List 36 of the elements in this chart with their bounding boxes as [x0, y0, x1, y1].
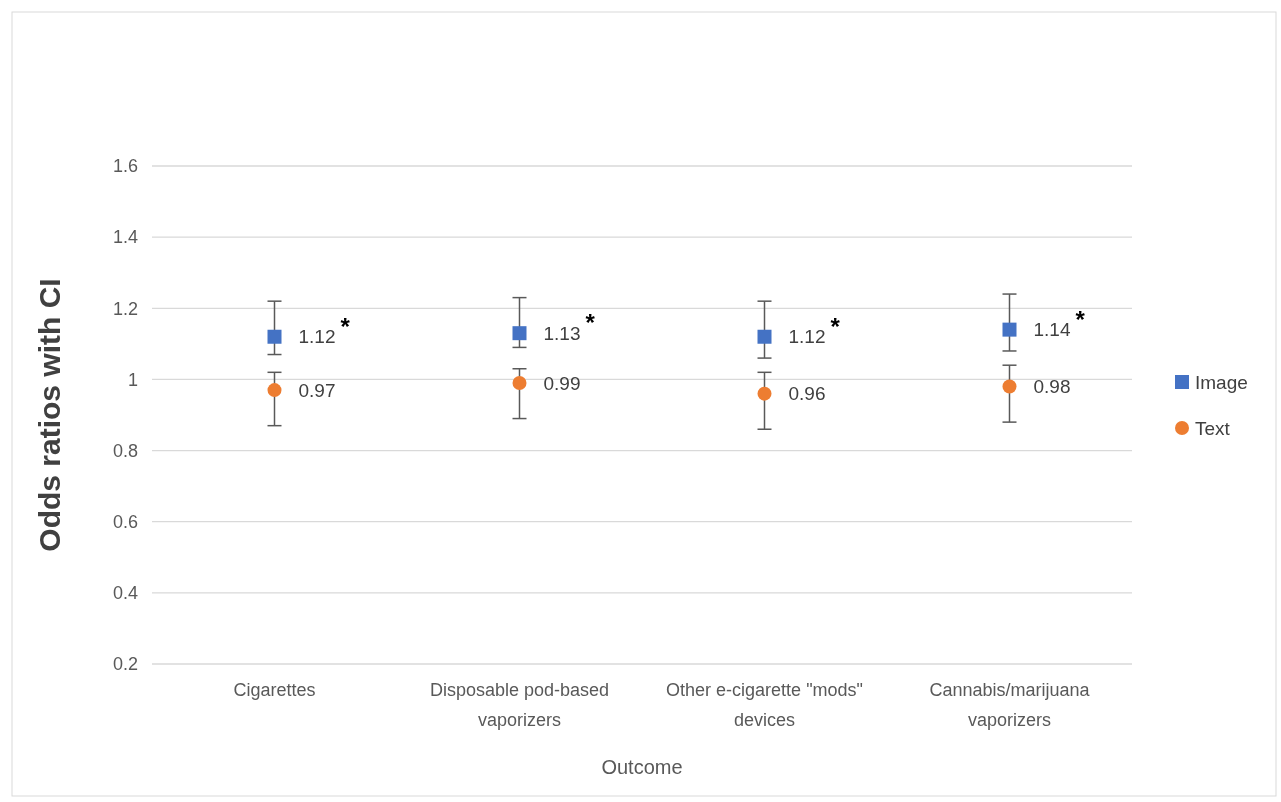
y-tick-label: 0.4 — [112, 583, 138, 604]
point — [757, 386, 772, 401]
annotation: * — [340, 312, 351, 340]
y-tick-label: 1.6 — [112, 156, 138, 177]
data-label: 0.97 — [298, 379, 336, 401]
point — [757, 329, 772, 344]
y-tick-label: 1.4 — [112, 227, 138, 248]
data-label: 0.96 — [788, 383, 826, 405]
point — [1002, 379, 1017, 394]
annotation: * — [585, 309, 596, 337]
data-label: 1.14 — [1033, 319, 1071, 341]
annotation: * — [1075, 305, 1086, 333]
y-tick-label: 0.2 — [112, 654, 138, 675]
x-tick-label: Other e-cigarette "mods" devices — [666, 680, 863, 730]
data-label: 1.12 — [788, 326, 826, 348]
legend-label: Text — [1195, 417, 1231, 439]
point — [512, 326, 527, 341]
x-tick-label: Cannabis/marijuana vaporizers — [929, 680, 1091, 730]
data-label: 1.13 — [543, 322, 581, 344]
annotation: * — [830, 312, 841, 340]
point — [267, 329, 282, 344]
point — [1002, 322, 1017, 337]
y-tick-label: 0.8 — [112, 440, 138, 461]
y-axis-title: Odds ratios with CI — [33, 278, 66, 552]
x-tick-label: Cigarettes — [233, 680, 316, 700]
x-axis-title: Outcome — [601, 756, 683, 778]
point — [512, 375, 527, 390]
y-tick-label: 0.6 — [112, 512, 138, 533]
y-tick-label: 1 — [127, 369, 138, 390]
data-label: 1.12 — [298, 326, 336, 348]
x-tick-label: Disposable pod-based vaporizers — [429, 680, 610, 730]
point — [267, 383, 282, 398]
data-label: 0.99 — [543, 372, 581, 394]
y-tick-label: 1.2 — [112, 298, 138, 319]
data-label: 0.98 — [1033, 376, 1071, 398]
legend-label: Image — [1195, 371, 1248, 393]
